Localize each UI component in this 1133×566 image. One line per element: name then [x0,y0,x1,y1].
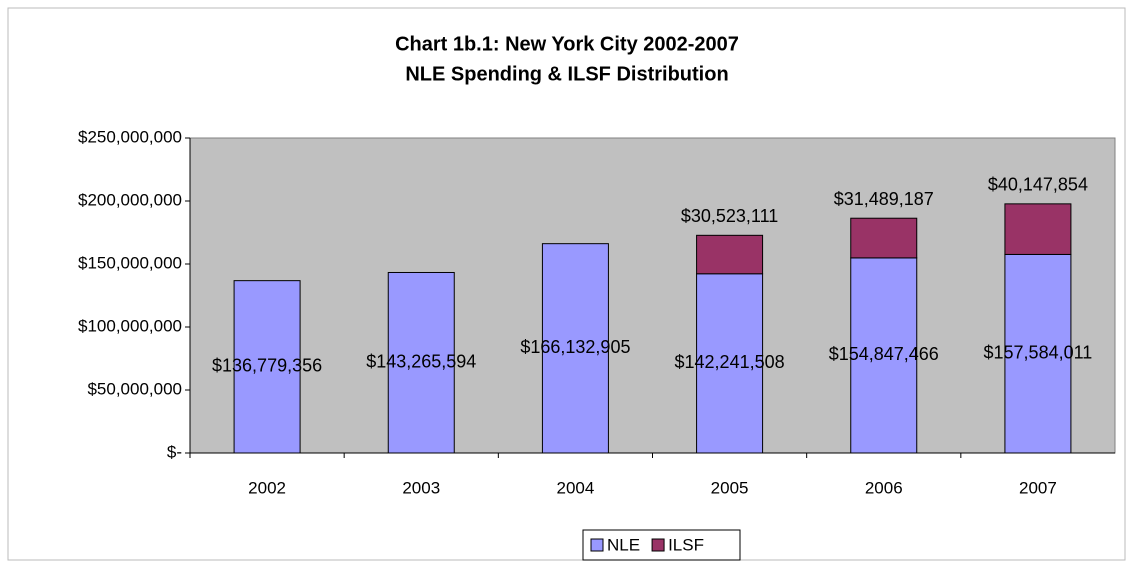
legend-swatch [590,538,604,552]
bar-segment [696,234,764,275]
chart-subtitle: NLE Spending & ILSF Distribution [405,63,728,85]
bar-segment [850,217,918,259]
x-tick-label: 2002 [248,478,286,497]
data-label: $166,132,905 [520,337,630,357]
y-tick-label: $100,000,000 [78,316,182,335]
x-tick-label: 2005 [711,478,749,497]
legend-swatch [651,538,665,552]
bar-segment [541,243,609,454]
y-tick-label: $200,000,000 [78,190,182,209]
legend-label: NLE [607,535,640,554]
legend-label: ILSF [668,535,704,554]
data-label: $136,779,356 [212,356,322,376]
chart-title: Chart 1b.1: New York City 2002-2007 [395,33,739,55]
x-tick-label: 2003 [402,478,440,497]
y-tick-label: $150,000,000 [78,253,182,272]
y-tick-label: $- [167,442,182,461]
data-label: $30,523,111 [681,206,778,226]
data-label: $143,265,594 [366,351,476,371]
bar-segment [1004,203,1072,255]
y-tick-label: $250,000,000 [78,127,182,146]
plot-area [189,137,1116,454]
bar-segment [850,257,918,454]
data-label: $157,584,011 [984,342,1093,362]
bar-segment [696,273,764,454]
data-label: $31,489,187 [834,189,934,209]
data-label: $40,147,854 [988,175,1088,195]
data-label: $142,241,508 [675,352,785,372]
bar-segment [1004,253,1072,454]
y-tick-label: $50,000,000 [87,379,182,398]
bar-segment [233,280,301,454]
x-tick-label: 2004 [557,478,595,497]
bar-segment [387,271,455,454]
x-tick-label: 2006 [865,478,903,497]
x-tick-label: 2007 [1019,478,1057,497]
data-label: $154,847,466 [829,344,939,364]
